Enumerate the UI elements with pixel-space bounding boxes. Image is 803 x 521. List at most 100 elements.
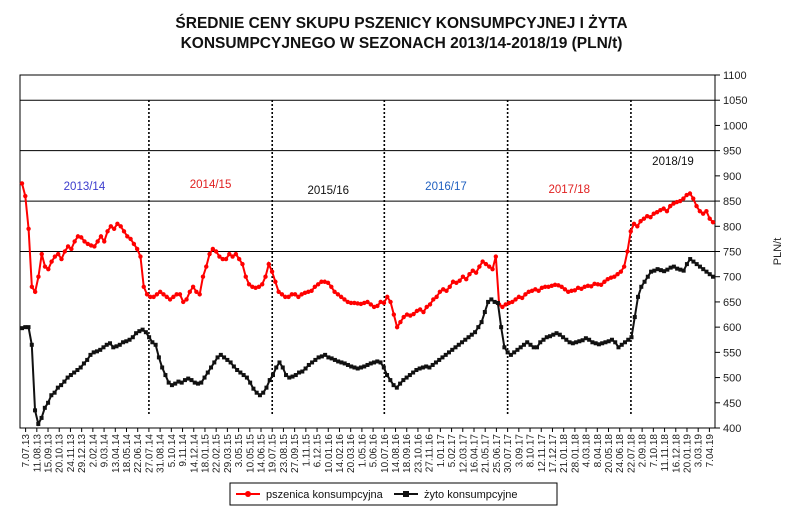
x-tick-label: 9.03.14 <box>100 434 111 468</box>
data-point <box>681 196 686 201</box>
data-point <box>102 239 107 244</box>
data-point <box>528 342 533 347</box>
data-point <box>220 256 225 262</box>
data-point <box>72 370 77 375</box>
data-point <box>39 415 44 420</box>
data-point <box>223 256 229 262</box>
x-tick-label: 21.01.18 <box>559 434 570 473</box>
data-point <box>596 342 601 347</box>
x-tick-label: 23.10.16 <box>413 434 424 473</box>
data-point <box>114 344 119 349</box>
x-tick-label: 14.02.16 <box>335 434 346 473</box>
data-point <box>407 373 412 378</box>
data-point <box>645 274 650 279</box>
data-point <box>589 284 594 289</box>
data-point <box>270 373 275 378</box>
data-point <box>121 229 127 234</box>
data-point <box>194 289 199 295</box>
data-point <box>473 270 479 275</box>
data-point <box>52 390 57 395</box>
data-point <box>189 378 194 383</box>
data-point <box>391 383 396 388</box>
data-point <box>427 365 432 370</box>
data-point <box>562 287 568 292</box>
data-point <box>65 244 71 249</box>
data-point <box>671 201 676 206</box>
x-tick-label: 10.01.16 <box>324 434 335 473</box>
data-point <box>310 360 315 365</box>
data-point <box>46 266 51 272</box>
data-point <box>85 241 91 247</box>
data-point <box>579 286 584 292</box>
data-point <box>450 347 455 352</box>
x-tick-label: 28.01.18 <box>570 434 581 473</box>
data-point <box>117 342 122 347</box>
data-point <box>115 221 120 226</box>
data-point <box>437 357 442 362</box>
data-point <box>303 366 308 371</box>
data-point <box>352 300 357 306</box>
data-point <box>401 378 406 383</box>
data-point <box>186 376 191 381</box>
data-point <box>316 355 321 360</box>
data-point <box>19 181 25 186</box>
data-point <box>98 234 104 239</box>
x-tick-label: 4.03.18 <box>582 434 593 468</box>
data-point <box>536 288 541 294</box>
data-point <box>619 342 624 347</box>
data-point <box>128 236 133 242</box>
data-point <box>276 289 281 295</box>
x-tick-label: 29.12.13 <box>77 434 88 473</box>
data-point <box>603 340 608 345</box>
x-tick-label: 27.07.14 <box>144 434 155 473</box>
data-point <box>176 379 181 384</box>
data-point <box>433 360 438 365</box>
data-point <box>263 274 268 279</box>
data-point <box>631 221 637 226</box>
data-point <box>231 364 236 369</box>
x-tick-label: 7.10.18 <box>649 434 660 468</box>
data-point <box>694 262 699 267</box>
data-point <box>664 208 670 214</box>
data-point <box>544 335 549 340</box>
x-tick-label: 15.09.13 <box>44 434 55 473</box>
data-point <box>580 338 585 343</box>
data-point <box>59 383 64 388</box>
legend-label-1: pszenica konsumpcyjna <box>266 489 384 501</box>
data-point <box>365 299 370 305</box>
data-point <box>704 269 709 274</box>
data-point <box>707 216 712 221</box>
data-point <box>59 256 64 262</box>
season-label-4: 2016/17 <box>425 181 467 193</box>
data-point <box>150 340 155 345</box>
data-point <box>42 264 48 269</box>
data-point <box>196 381 201 386</box>
data-point <box>453 345 458 350</box>
data-point <box>92 244 97 249</box>
data-point <box>561 335 566 340</box>
data-point <box>273 279 278 284</box>
data-point <box>710 220 716 225</box>
x-tick-label: 8.10.17 <box>526 434 537 468</box>
data-point <box>554 331 559 336</box>
series-rye <box>20 257 715 427</box>
data-point <box>181 299 186 305</box>
data-point <box>615 271 620 277</box>
x-tick-label: 7.04.19 <box>705 434 716 468</box>
x-tick-label: 5.02.17 <box>447 434 458 468</box>
data-point <box>446 350 451 355</box>
data-point <box>151 294 156 300</box>
data-point <box>236 256 242 262</box>
data-point <box>701 267 706 272</box>
data-point <box>332 289 337 295</box>
data-point <box>651 211 656 216</box>
x-tick-label: 11.08.13 <box>32 434 43 473</box>
data-point <box>538 340 543 345</box>
data-point <box>217 254 222 259</box>
x-tick-label: 12.03.17 <box>458 434 469 473</box>
legend: pszenica konsumpcyjna żyto konsumpcyjne <box>229 482 558 506</box>
series-wheat <box>19 181 716 330</box>
data-point <box>121 340 126 345</box>
data-point <box>649 269 654 274</box>
data-point <box>583 336 588 341</box>
